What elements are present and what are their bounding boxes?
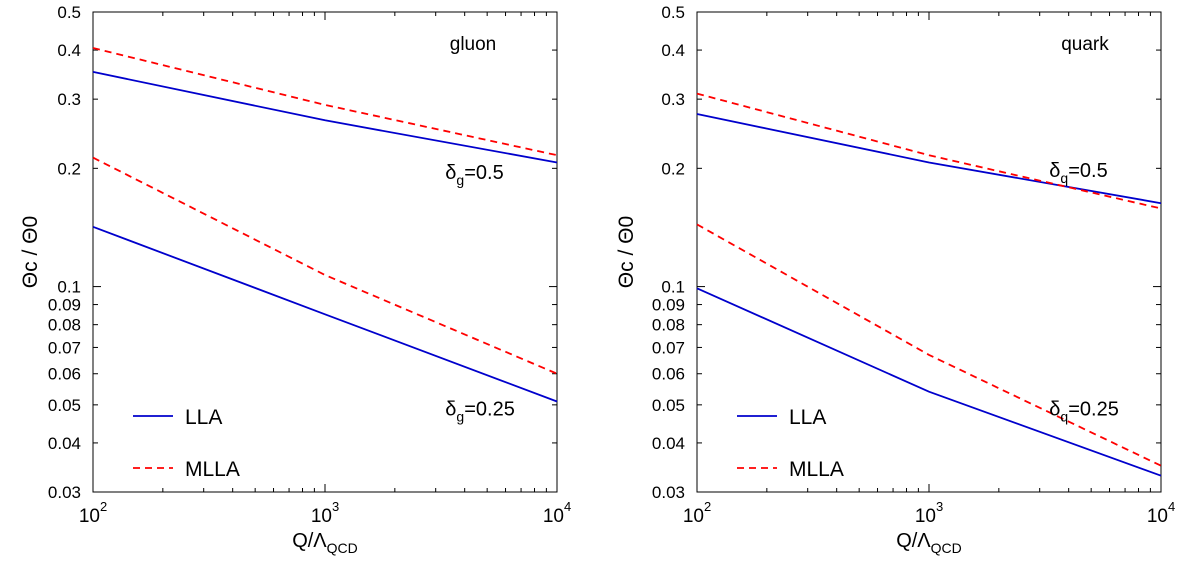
- mlla-series-line: [92, 47, 558, 157]
- mlla-series-line: [696, 223, 1162, 467]
- lla-series-line: [696, 113, 1162, 205]
- delta-annotation: δq=0.25: [1049, 398, 1119, 424]
- x-tick-label: 102: [683, 499, 711, 527]
- y-tick-label: 0.09: [652, 296, 685, 315]
- y-tick-label: 0.09: [48, 296, 81, 315]
- y-tick-label: 0.5: [57, 3, 81, 22]
- y-tick-label: 0.05: [652, 396, 685, 415]
- y-tick-label: 0.06: [652, 365, 685, 384]
- y-tick-label: 0.07: [48, 338, 81, 357]
- legend-label-lla: LLA: [789, 406, 826, 429]
- y-tick-label: 0.4: [57, 41, 81, 60]
- x-axis-label: Q/ΛQCD: [292, 530, 358, 556]
- delta-annotation: δq=0.5: [1049, 160, 1107, 186]
- chart-panel-quark: 102 103 104 0.03 0.04 0.05 0.06 0.07 0.080.090.1…: [615, 3, 1175, 556]
- y-axis-label: Θc / Θ0: [19, 216, 42, 288]
- chart-panel-gluon: 102 103 104 0.03 0.04 0.05 0.06 0.07 0.080.090.1…: [19, 3, 571, 556]
- y-tick-label: 0.08: [48, 316, 81, 335]
- y-tick-label: 0.1: [661, 278, 685, 297]
- y-axis-label: Θc / Θ0: [615, 216, 638, 288]
- y-tick-label: 0.03: [652, 483, 685, 502]
- y-tick-label: 0.05: [48, 396, 81, 415]
- y-tick-label: 0.06: [48, 365, 81, 384]
- y-tick-label: 0.3: [661, 90, 685, 109]
- x-tick-label: 103: [311, 499, 339, 527]
- y-tick-label: 0.1: [57, 278, 81, 297]
- x-tick-label: 103: [915, 499, 943, 527]
- y-tick-label: 0.2: [57, 159, 81, 178]
- lla-series-line: [696, 287, 1162, 477]
- y-tick-label: 0.5: [661, 3, 685, 22]
- legend-label-mlla: MLLA: [789, 458, 844, 481]
- x-tick-label: 104: [543, 499, 571, 527]
- y-tick-label: 0.04: [48, 434, 81, 453]
- x-axis-label: Q/ΛQCD: [896, 530, 962, 556]
- y-tick-label: 0.4: [661, 41, 685, 60]
- legend-label-lla: LLA: [185, 406, 222, 429]
- delta-annotation: δg=0.5: [445, 162, 503, 188]
- y-tick-label: 0.03: [48, 483, 81, 502]
- y-tick-label: 0.08: [652, 316, 685, 335]
- panel-label: gluon: [450, 34, 497, 55]
- y-tick-label: 0.3: [57, 90, 81, 109]
- x-tick-label: 102: [79, 499, 107, 527]
- panel-label: quark: [1061, 34, 1109, 55]
- y-tick-label: 0.2: [661, 159, 685, 178]
- y-tick-label: 0.04: [652, 434, 685, 453]
- y-tick-label: 0.07: [652, 338, 685, 357]
- mlla-series-line: [92, 156, 558, 375]
- delta-annotation: δg=0.25: [445, 398, 515, 424]
- lla-series-line: [92, 225, 558, 403]
- mlla-series-line: [696, 92, 1162, 210]
- lla-series-line: [92, 71, 558, 164]
- x-tick-label: 104: [1147, 499, 1175, 527]
- legend-label-mlla: MLLA: [185, 458, 240, 481]
